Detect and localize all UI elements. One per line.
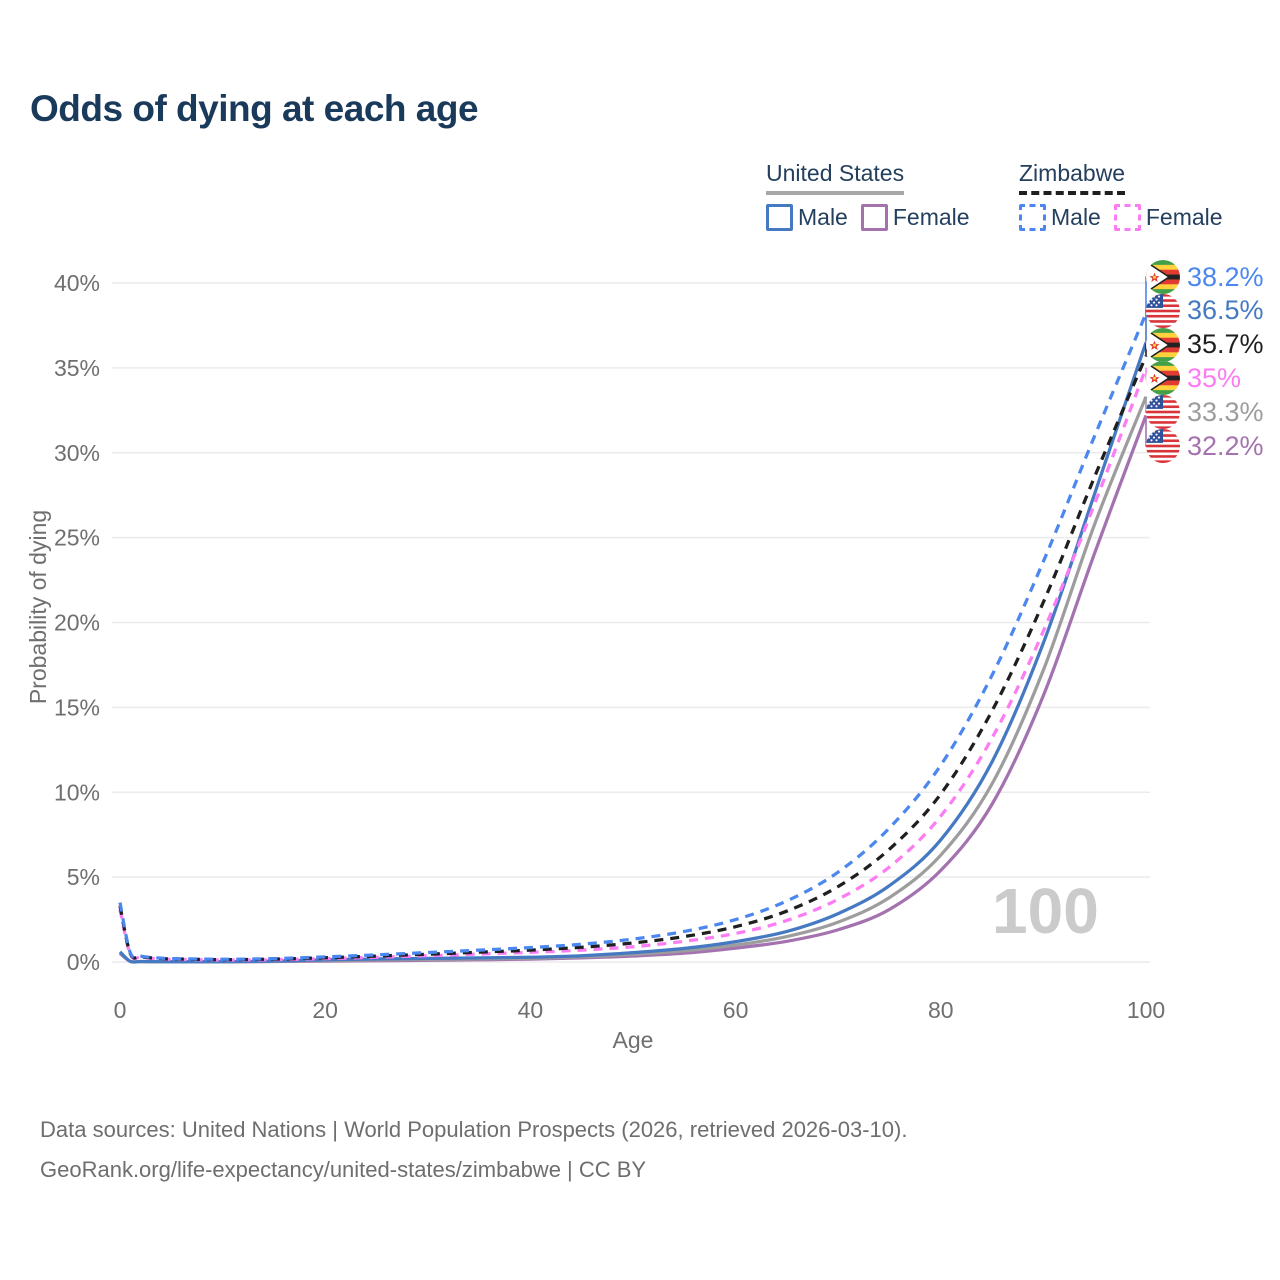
data-sources-text: Data sources: United Nations | World Pop… — [40, 1117, 908, 1142]
united-states-flag-icon — [1146, 429, 1180, 463]
legend-item-us-female[interactable]: Female — [860, 204, 970, 231]
y-tick-label: 35% — [54, 355, 100, 381]
legend-group-united-states: United States Male Female — [766, 160, 970, 231]
legend-item-us-male[interactable]: Male — [766, 204, 848, 231]
x-tick-label: 40 — [518, 997, 544, 1023]
end-label-zimbabwe-female: 35% — [1146, 361, 1242, 396]
us-male-swatch-icon[interactable] — [766, 204, 793, 231]
zw-female-swatch-icon[interactable] — [1113, 204, 1141, 231]
series-line-united-states-male — [118, 341, 1148, 964]
y-tick-label: 20% — [54, 610, 100, 636]
page-title: Odds of dying at each age — [30, 88, 479, 129]
end-label-zimbabwe-both: 35.7% — [1146, 327, 1264, 362]
end-label-united-states-female: 32.2% — [1146, 429, 1264, 463]
x-tick-label: 100 — [1127, 997, 1165, 1023]
x-tick-label: 0 — [114, 997, 127, 1023]
end-label-value: 35% — [1187, 362, 1242, 393]
legend-items-zimbabwe: Male Female — [1019, 204, 1223, 231]
legend-country-united-states[interactable]: United States — [766, 160, 905, 195]
legend-label-us-male[interactable]: Male — [798, 204, 848, 230]
x-tick-label: 20 — [312, 997, 338, 1023]
end-label-value: 35.7% — [1187, 329, 1264, 360]
y-tick-label: 5% — [67, 864, 100, 890]
united-states-flag-icon — [1146, 293, 1180, 328]
y-tick-label: 25% — [54, 525, 100, 551]
us-female-swatch-icon[interactable] — [860, 204, 888, 231]
series-line-zimbabwe-female — [118, 367, 1148, 962]
end-label-united-states-both: 33.3% — [1146, 395, 1264, 430]
legend-item-zw-male[interactable]: Male — [1019, 204, 1101, 231]
end-label-united-states-male: 36.5% — [1146, 293, 1264, 328]
end-label-value: 32.2% — [1187, 430, 1264, 461]
y-axis-title: Probability of dying — [25, 510, 51, 704]
y-tick-label: 0% — [67, 949, 100, 975]
y-tick-label: 10% — [54, 779, 100, 805]
end-label-value: 33.3% — [1187, 396, 1264, 427]
legend-label-us-female[interactable]: Female — [892, 204, 970, 230]
legend-label-zw-female[interactable]: Female — [1145, 204, 1223, 230]
x-axis-title: Age — [613, 1027, 654, 1053]
zimbabwe-flag-icon — [1146, 327, 1180, 362]
united-states-flag-icon — [1146, 395, 1180, 430]
end-label-value: 36.5% — [1187, 295, 1264, 326]
x-tick-label: 80 — [928, 997, 954, 1023]
zw-male-swatch-icon[interactable] — [1019, 204, 1046, 231]
legend-label-zw-male[interactable]: Male — [1051, 204, 1101, 230]
series-line-zimbabwe-both — [118, 355, 1148, 962]
x-tick-label: 60 — [723, 997, 749, 1023]
end-label-value: 38.2% — [1187, 261, 1264, 292]
zimbabwe-flag-icon — [1146, 361, 1180, 396]
y-tick-label: 30% — [54, 440, 100, 466]
legend-item-zw-female[interactable]: Female — [1113, 204, 1223, 231]
end-label-zimbabwe-male: 38.2% — [1146, 260, 1264, 294]
zimbabwe-flag-icon — [1146, 260, 1180, 294]
legend-country-zimbabwe[interactable]: Zimbabwe — [1019, 160, 1126, 195]
age-hover-watermark: 100 — [992, 875, 1099, 947]
y-tick-label: 15% — [54, 694, 100, 720]
y-tick-label: 40% — [54, 270, 100, 296]
series-line-zimbabwe-male — [118, 312, 1148, 961]
legend-group-zimbabwe: Zimbabwe Male Female — [1019, 160, 1223, 231]
attribution-text: GeoRank.org/life-expectancy/united-state… — [40, 1157, 647, 1182]
chart-footer: Data sources: United Nations | World Pop… — [40, 1110, 907, 1190]
legend-items-united-states: Male Female — [766, 204, 970, 231]
